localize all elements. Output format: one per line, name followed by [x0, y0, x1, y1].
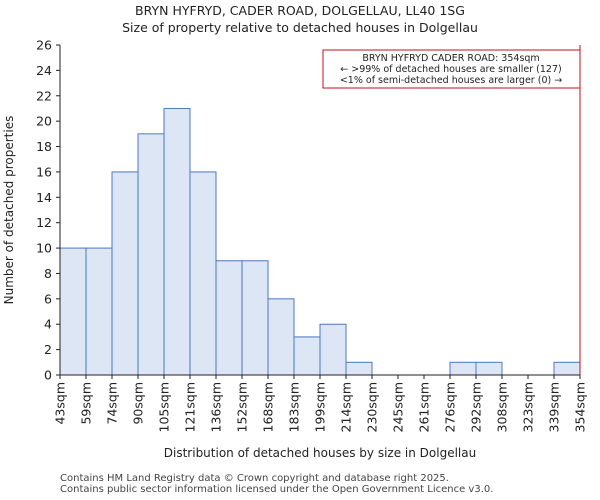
- annotation-line-3: <1% of semi-detached houses are larger (…: [340, 75, 562, 86]
- x-tick-label: 354sqm: [573, 382, 588, 432]
- y-tick-label: 18: [36, 139, 52, 154]
- x-tick-label: 74sqm: [105, 382, 120, 425]
- y-tick-label: 8: [44, 266, 52, 281]
- bar-292sqm: [475, 361, 503, 376]
- x-tick-label: 90sqm: [131, 382, 146, 425]
- x-tick-label: 245sqm: [391, 382, 406, 432]
- footer-attribution-1: Contains HM Land Registry data © Crown c…: [60, 473, 449, 484]
- x-tick-label: 183sqm: [287, 382, 302, 432]
- bar-183sqm: [293, 336, 321, 376]
- x-tick-label: 121sqm: [183, 382, 198, 432]
- bar-90sqm: [137, 133, 165, 376]
- bar-214sqm: [345, 361, 373, 376]
- x-axis-label: Distribution of detached houses by size …: [164, 446, 476, 460]
- chart-title: BRYN HYFRYD, CADER ROAD, DOLGELLAU, LL40…: [135, 3, 465, 18]
- y-tick-label: 16: [36, 164, 52, 179]
- bar-276sqm: [449, 361, 477, 376]
- y-tick-label: 26: [36, 38, 52, 53]
- y-tick-label: 22: [36, 88, 52, 103]
- annotation-line-1: BRYN HYFRYD CADER ROAD: 354sqm: [362, 53, 539, 64]
- bar-152sqm: [241, 260, 269, 376]
- annotation-border: [322, 49, 581, 89]
- y-tick-label: 12: [36, 215, 52, 230]
- annotation-box: BRYN HYFRYD CADER ROAD: 354sqm ← >99% of…: [322, 49, 581, 89]
- bar-121sqm: [189, 171, 217, 376]
- x-tick-label: 152sqm: [235, 382, 250, 432]
- bar-168sqm: [267, 298, 295, 376]
- y-tick-label: 24: [36, 63, 52, 78]
- x-tick-label: 308sqm: [495, 382, 510, 432]
- bar-105sqm: [163, 107, 191, 376]
- x-tick-label: 105sqm: [157, 382, 172, 432]
- y-tick-label: 0: [44, 368, 52, 383]
- y-axis-label: Number of detached properties: [2, 116, 16, 305]
- x-tick-label: 136sqm: [209, 382, 224, 432]
- x-tick-label: 261sqm: [417, 382, 432, 432]
- bar-199sqm: [319, 323, 347, 376]
- y-tick-label: 6: [44, 291, 52, 306]
- x-tick-label: 323sqm: [521, 382, 536, 432]
- x-tick-label: 59sqm: [79, 382, 94, 425]
- y-tick-label: 4: [44, 317, 52, 332]
- x-tick-label: 230sqm: [365, 382, 380, 432]
- chart-subtitle: Size of property relative to detached ho…: [122, 20, 478, 35]
- footer-attribution-2: Contains public sector information licen…: [60, 484, 494, 495]
- x-tick-label: 214sqm: [339, 382, 354, 432]
- bar-43sqm: [59, 247, 87, 376]
- x-tick-label: 276sqm: [443, 382, 458, 432]
- annotation-line-2: ← >99% of detached houses are smaller (1…: [340, 64, 561, 75]
- y-tick-label: 20: [36, 114, 52, 129]
- bar-339sqm: [553, 361, 581, 376]
- y-tick-label: 10: [36, 241, 52, 256]
- x-tick-label: 199sqm: [313, 382, 328, 432]
- bar-74sqm: [111, 171, 139, 376]
- x-tick-label: 43sqm: [53, 382, 68, 425]
- bar-59sqm: [85, 247, 113, 376]
- bars-layer: [59, 107, 581, 376]
- bar-136sqm: [215, 260, 243, 376]
- y-tick-label: 2: [44, 342, 52, 357]
- y-tick-label: 14: [36, 190, 52, 205]
- x-tick-label: 168sqm: [261, 382, 276, 432]
- x-tick-label: 292sqm: [469, 382, 484, 432]
- x-tick-label: 339sqm: [547, 382, 562, 432]
